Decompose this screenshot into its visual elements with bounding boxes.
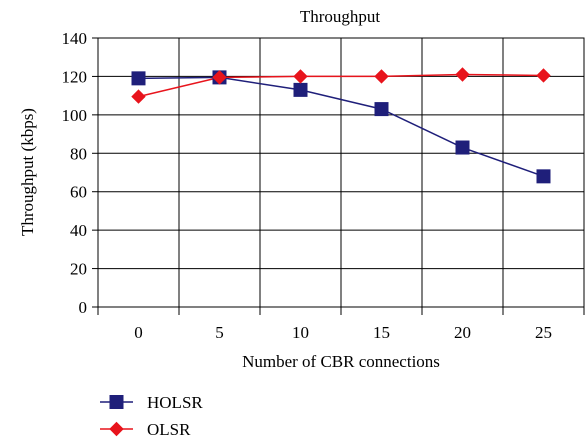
data-point-holsr xyxy=(293,82,308,97)
y-tick-label: 0 xyxy=(79,298,88,317)
y-tick-label: 120 xyxy=(62,67,88,86)
data-point-holsr xyxy=(131,71,146,86)
chart-title: Throughput xyxy=(300,7,381,26)
x-tick-label: 25 xyxy=(535,323,552,342)
data-point-olsr xyxy=(536,68,551,83)
data-point-holsr xyxy=(536,169,551,184)
y-tick-label: 20 xyxy=(70,260,87,279)
x-tick-label: 5 xyxy=(215,323,224,342)
legend-marker-olsr xyxy=(109,421,124,437)
y-tick-label: 80 xyxy=(70,144,87,163)
y-tick-label: 60 xyxy=(70,183,87,202)
series-layer xyxy=(131,67,551,184)
legend-marker-holsr xyxy=(109,395,124,409)
data-point-olsr xyxy=(293,69,308,84)
data-point-olsr xyxy=(455,67,470,82)
data-point-olsr xyxy=(212,70,227,85)
x-tick-label: 10 xyxy=(292,323,309,342)
data-point-holsr xyxy=(455,140,470,155)
legend: HOLSR OLSR xyxy=(100,393,203,439)
x-tick-label: 20 xyxy=(454,323,471,342)
data-point-holsr xyxy=(374,102,389,117)
y-tick-label: 140 xyxy=(62,29,88,48)
y-tick-label: 40 xyxy=(70,221,87,240)
data-point-olsr xyxy=(131,89,146,104)
series-line-holsr xyxy=(138,76,544,178)
x-axis-label: Number of CBR connections xyxy=(242,352,440,371)
x-tick-label: 0 xyxy=(134,323,143,342)
data-point-olsr xyxy=(374,69,389,84)
legend-label-olsr: OLSR xyxy=(147,420,191,439)
y-axis-label: Throughput (kbps) xyxy=(18,108,37,236)
x-tick-label: 15 xyxy=(373,323,390,342)
series-line-olsr xyxy=(138,73,544,98)
legend-label-holsr: HOLSR xyxy=(147,393,203,412)
y-tick-label: 100 xyxy=(62,106,88,125)
axis-layer: 0 20 40 60 80 100 120 140 0 5 10 15 20 25 xyxy=(62,29,585,342)
